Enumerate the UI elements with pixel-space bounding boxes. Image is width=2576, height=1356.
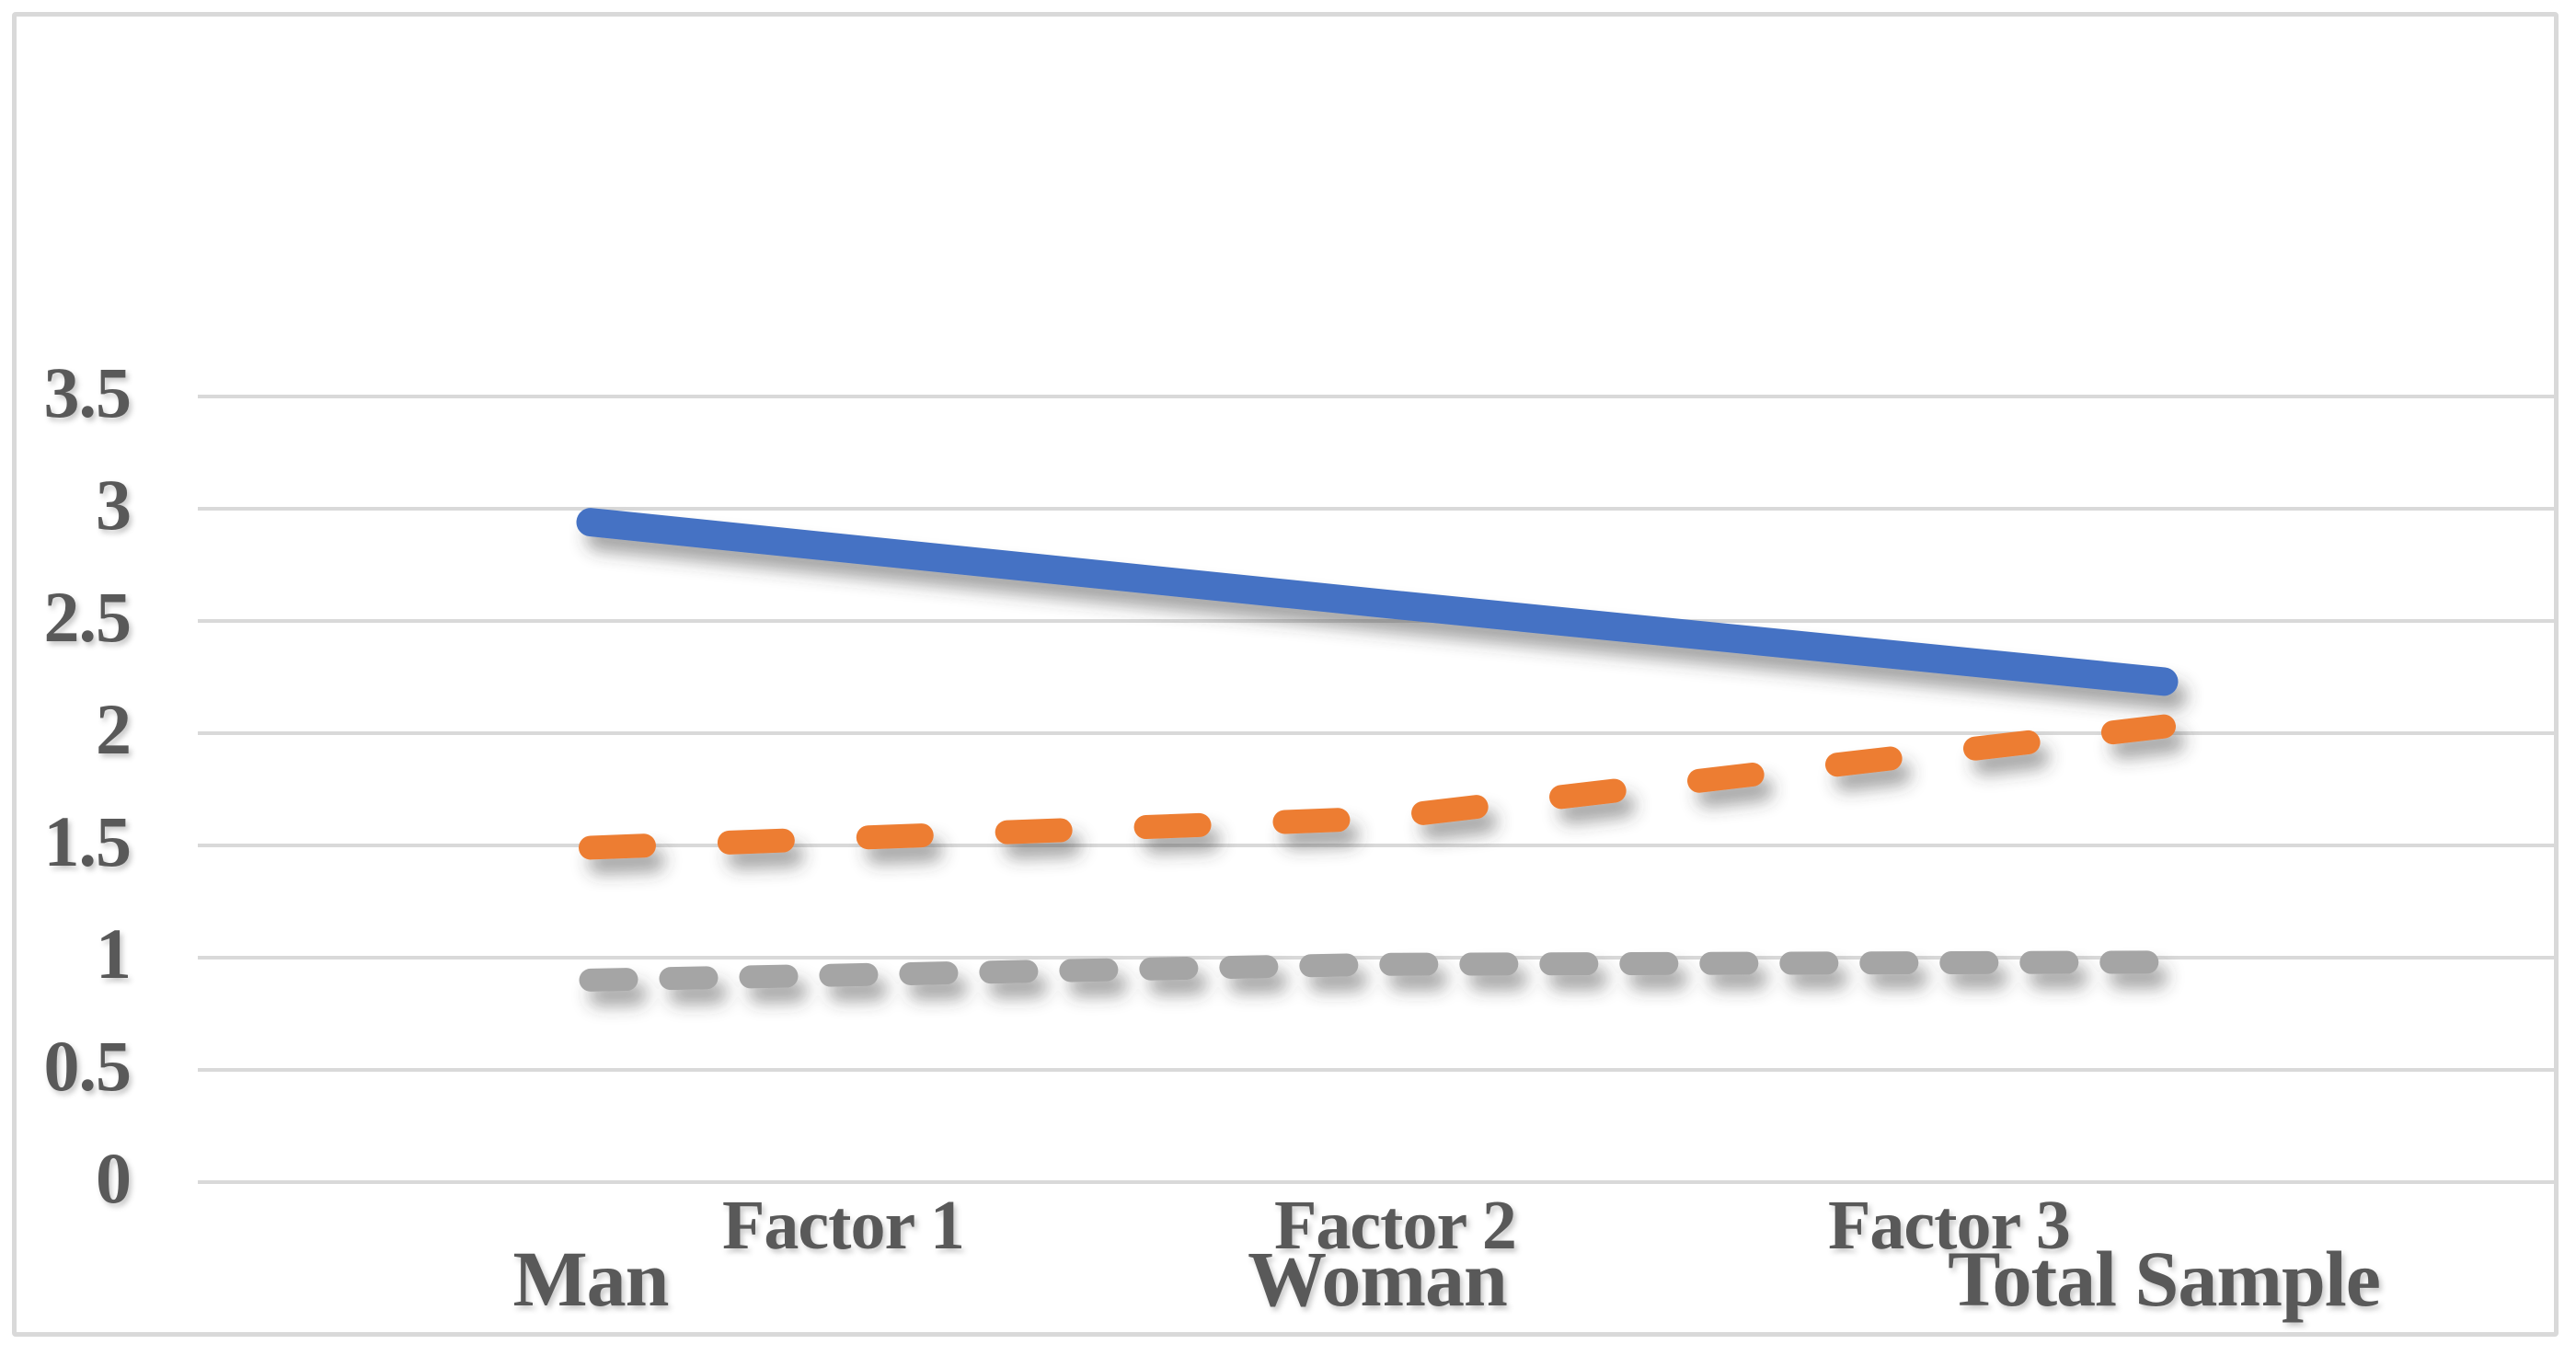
legend-label-factor-1: Factor 1 [722,1187,965,1264]
series-line-factor-2 [579,714,2176,860]
y-axis-tick-label: 2.5 [43,577,132,657]
y-axis-tick-label: 1.5 [43,801,132,881]
legend-label-factor-3: Factor 3 [1828,1187,2071,1264]
y-axis-tick-label: 2 [96,689,132,769]
legend-label-factor-2: Factor 2 [1274,1187,1517,1264]
y-axis-tick-label: 3.5 [43,352,132,432]
series-line-factor-3 [579,950,2176,992]
y-axis-tick-label: 1 [96,914,132,994]
x-axis-label-woman: Woman [1248,1235,1508,1323]
gridlines [198,395,2558,1184]
x-axis-label-man: Man [512,1235,670,1323]
series-lines [576,508,2179,992]
x-axis-label-total-sample: Total Sample [1948,1235,2381,1323]
y-axis-tick-label: 0 [96,1138,132,1218]
y-axis-tick-label: 3 [96,465,132,545]
y-axis-tick-label: 0.5 [43,1026,132,1106]
series-line-factor-1 [576,508,2179,696]
